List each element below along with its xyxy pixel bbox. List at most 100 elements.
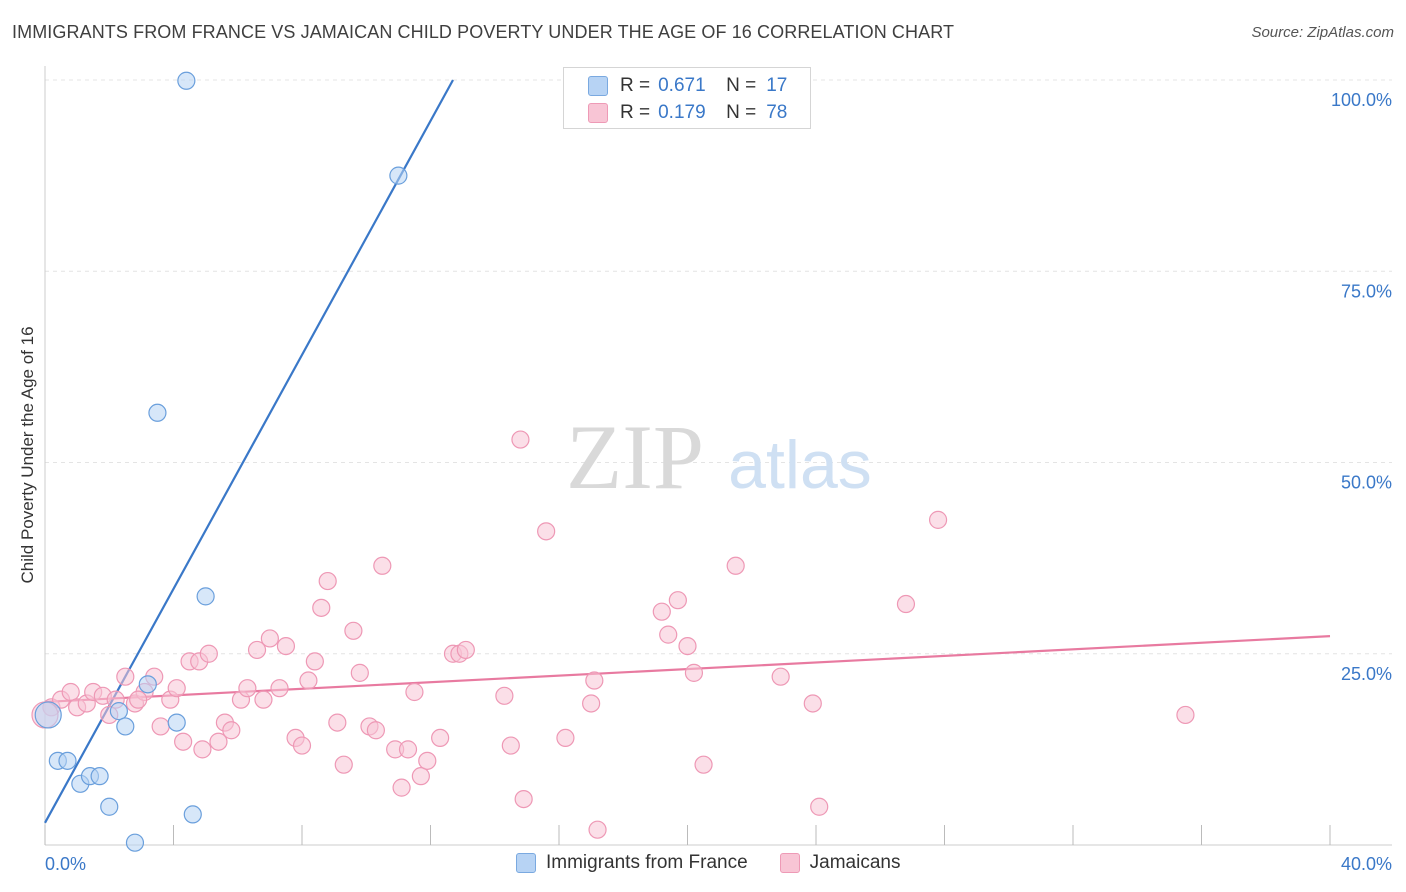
- point-france: [167, 713, 186, 732]
- point-jamaicans: [254, 690, 273, 709]
- point-jamaicans: [405, 682, 424, 702]
- point-france: [138, 675, 157, 694]
- point-jamaicans: [199, 644, 218, 663]
- point-jamaicans: [537, 522, 556, 541]
- point-jamaicans: [582, 694, 601, 713]
- point-jamaicans: [771, 667, 790, 686]
- point-jamaicans: [116, 667, 135, 686]
- point-jamaicans: [684, 663, 704, 682]
- axes: [44, 66, 1392, 846]
- source-label: Source: ZipAtlas.com: [1251, 24, 1394, 41]
- legend-item-jamaicans[interactable]: Jamaicans: [779, 852, 901, 874]
- point-jamaicans: [398, 740, 418, 759]
- x-tick-label: 0.0%: [45, 854, 86, 874]
- point-france: [116, 717, 135, 736]
- watermark-atlas: atlas: [728, 427, 872, 503]
- point-jamaicans: [495, 686, 514, 705]
- point-jamaicans: [588, 820, 607, 839]
- point-jamaicans: [726, 556, 745, 575]
- n-label: N =: [726, 75, 757, 96]
- legend-label-france: Immigrants from France: [546, 852, 748, 873]
- point-jamaicans: [456, 640, 475, 660]
- point-france: [100, 797, 119, 816]
- point-jamaicans: [810, 797, 829, 816]
- y-tick-label: 100.0%: [1331, 90, 1392, 110]
- legend-item-france[interactable]: Immigrants from France: [516, 852, 748, 874]
- grid-lines: [45, 79, 1392, 655]
- point-jamaicans: [514, 789, 533, 809]
- point-jamaicans: [238, 679, 257, 698]
- point-jamaicans: [511, 430, 530, 449]
- point-france: [125, 833, 145, 852]
- point-france: [389, 166, 408, 185]
- y-tick-label: 25.0%: [1341, 664, 1392, 684]
- point-jamaicans: [270, 679, 289, 698]
- point-jamaicans: [392, 778, 411, 797]
- bottom-legend: Immigrants from France Jamaicans: [516, 852, 932, 874]
- point-jamaicans: [247, 640, 267, 660]
- point-jamaicans: [334, 755, 353, 774]
- point-jamaicans: [585, 671, 604, 690]
- stats-legend: R = 0.671 N = 17 R = 0.179 N = 78: [563, 67, 811, 129]
- r-value-jamaicans: 0.179: [658, 102, 706, 123]
- r-value-france: 0.671: [658, 75, 706, 96]
- jamaicans-swatch: [588, 103, 608, 123]
- y-tick-label: 75.0%: [1341, 281, 1392, 301]
- point-jamaicans: [373, 556, 392, 575]
- tick-labels: 25.0% 50.0% 75.0% 100.0% 0.0% 40.0%: [45, 90, 1392, 874]
- point-jamaicans: [292, 736, 312, 755]
- point-jamaicans: [222, 721, 241, 740]
- point-jamaicans: [501, 736, 520, 755]
- n-value-jamaicans: 78: [766, 102, 788, 123]
- point-jamaicans: [193, 740, 212, 759]
- france-legend-swatch: [516, 853, 536, 873]
- point-jamaicans: [659, 625, 678, 644]
- data-points: [31, 71, 1195, 852]
- point-jamaicans: [312, 598, 331, 617]
- x-tick-label: 40.0%: [1341, 854, 1392, 874]
- watermark: ZIP atlas: [566, 406, 872, 508]
- point-france: [177, 71, 196, 90]
- legend-label-jamaicans: Jamaicans: [809, 852, 901, 873]
- point-france: [34, 701, 62, 729]
- r-label: R =: [620, 75, 651, 96]
- point-france: [90, 767, 109, 786]
- point-jamaicans: [299, 671, 318, 690]
- point-jamaicans: [328, 713, 347, 732]
- point-france: [196, 587, 215, 606]
- point-jamaicans: [305, 652, 324, 671]
- point-jamaicans: [694, 755, 713, 774]
- point-jamaicans: [151, 717, 170, 736]
- stats-row-jamaicans: R = 0.179 N = 78: [588, 100, 787, 126]
- point-jamaicans: [652, 602, 671, 621]
- point-jamaicans: [366, 721, 385, 740]
- point-france: [58, 751, 77, 770]
- y-tick-label: 50.0%: [1341, 473, 1392, 493]
- point-jamaicans: [318, 571, 337, 591]
- point-jamaicans: [556, 728, 575, 748]
- point-jamaicans: [276, 636, 296, 656]
- point-france: [148, 403, 167, 422]
- point-jamaicans: [803, 694, 822, 713]
- y-axis-label: Child Poverty Under the Age of 16: [18, 326, 37, 584]
- france-swatch: [588, 76, 608, 96]
- point-jamaicans: [129, 690, 148, 709]
- point-jamaicans: [167, 679, 186, 698]
- point-jamaicans: [928, 510, 948, 529]
- stats-row-france: R = 0.671 N = 17: [588, 73, 787, 99]
- point-jamaicans: [209, 732, 228, 751]
- point-jamaicans: [1176, 705, 1195, 725]
- point-jamaicans: [411, 767, 430, 786]
- n-label: N =: [726, 102, 757, 123]
- point-jamaicans: [431, 728, 450, 748]
- point-jamaicans: [174, 732, 193, 751]
- point-jamaicans: [678, 636, 697, 656]
- point-jamaicans: [896, 594, 916, 614]
- point-jamaicans: [668, 591, 687, 610]
- point-jamaicans: [61, 682, 80, 702]
- r-label: R =: [620, 102, 651, 123]
- point-france: [109, 702, 128, 721]
- watermark-zip: ZIP: [566, 406, 704, 508]
- point-jamaicans: [260, 629, 279, 648]
